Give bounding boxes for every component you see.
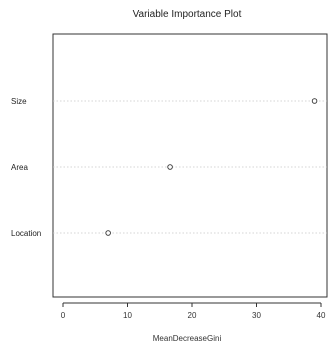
importance-points <box>105 98 318 236</box>
x-tick-label-10: 10 <box>123 311 132 320</box>
x-tick-label-0: 0 <box>61 311 66 320</box>
variable-label-area: Area <box>11 163 28 172</box>
point-area <box>167 164 173 170</box>
plot-area-frame <box>52 33 328 298</box>
dotted-guide-lines <box>53 100 327 234</box>
point-size <box>311 98 318 104</box>
chart-title: Variable Importance Plot <box>133 9 242 20</box>
x-tick-label-30: 30 <box>252 311 261 320</box>
point-location <box>105 230 111 236</box>
x-tick-label-40: 40 <box>317 311 326 320</box>
variable-labels: Size Area Location <box>11 97 41 238</box>
variable-label-location: Location <box>11 229 41 238</box>
x-axis: 0 10 20 30 40 <box>61 302 326 320</box>
variable-label-size: Size <box>11 97 27 106</box>
x-tick-label-20: 20 <box>188 311 197 320</box>
x-axis-label: MeanDecreaseGini <box>153 334 222 343</box>
